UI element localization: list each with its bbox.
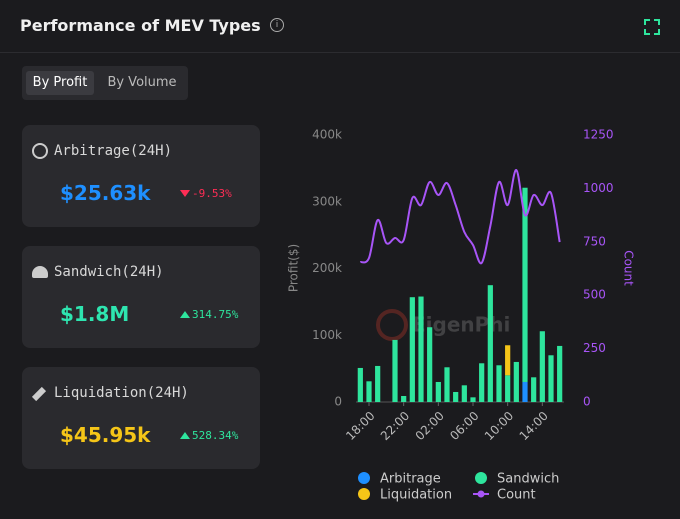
count-line (359, 169, 561, 265)
bar (539, 331, 545, 402)
stat-card: Sandwich(24H) $1.8M 314.75% (22, 246, 260, 348)
bar (366, 381, 372, 402)
expand-icon[interactable] (644, 19, 660, 35)
bar (461, 385, 467, 402)
bar (522, 381, 528, 402)
tab[interactable]: By Profit (26, 71, 94, 95)
card-label: Arbitrage(24H) (54, 143, 173, 159)
stat-card: Arbitrage(24H) $25.63k -9.53% (22, 125, 260, 227)
down-arrow (180, 190, 190, 197)
bar (357, 367, 363, 402)
x-tick-label: 02:00 (413, 409, 447, 443)
bar (479, 363, 485, 402)
up-arrow (180, 311, 190, 318)
legend-label: Arbitrage (380, 472, 441, 487)
y-tick-label: 300k (312, 194, 342, 208)
legend-label: Sandwich (497, 472, 559, 487)
icon (32, 143, 48, 159)
y2-tick-label: 1250 (583, 128, 614, 142)
card-change: 528.34% (192, 429, 239, 442)
x-tick-label: 14:00 (517, 409, 551, 443)
card-change: 314.75% (192, 308, 239, 321)
bar (401, 395, 407, 402)
card-value: $1.8M (60, 302, 130, 326)
legend-label: Count (497, 488, 536, 503)
bar (435, 381, 441, 402)
y-axis-label: Profit($) (287, 244, 301, 292)
bar (418, 296, 424, 402)
y2-tick-label: 0 (583, 395, 591, 409)
y2-tick-label: 250 (583, 341, 606, 355)
y-tick-label: 0 (334, 395, 342, 409)
card-label: Sandwich(24H) (54, 264, 164, 280)
bar (513, 361, 519, 402)
card-value: $25.63k (60, 181, 151, 205)
bar (505, 375, 511, 402)
bar (470, 397, 476, 402)
card-change: -9.53% (192, 187, 232, 200)
stat-card: Liquidation(24H) $45.95k 528.34% (22, 367, 260, 469)
y2-tick-label: 500 (583, 288, 606, 302)
watermark: EigenPhi (412, 313, 510, 337)
y-tick-label: 100k (312, 328, 342, 342)
y2-axis-label: Count (622, 250, 636, 286)
legend-dot (475, 472, 487, 484)
tab[interactable]: By Volume (107, 75, 177, 90)
y2-tick-label: 750 (583, 234, 606, 248)
bar (496, 365, 502, 402)
y-tick-label: 200k (312, 261, 342, 275)
info-icon[interactable]: i (270, 18, 284, 32)
bar (548, 355, 554, 402)
bar (557, 345, 563, 402)
bar (375, 365, 381, 402)
bar (444, 367, 450, 402)
tab-bar: By Profit By Volume (22, 66, 188, 100)
watermark-logo (376, 309, 408, 341)
up-arrow (180, 432, 190, 439)
panel-title: Performance of MEV Types (20, 16, 261, 35)
bar (392, 339, 398, 402)
x-tick-label: 18:00 (343, 409, 377, 443)
bar (409, 297, 415, 402)
bar (427, 327, 433, 402)
divider (0, 52, 680, 53)
x-tick-label: 06:00 (447, 409, 481, 443)
legend-dot (358, 472, 370, 484)
bar (522, 187, 528, 382)
legend-label: Liquidation (380, 488, 452, 503)
legend-dot (477, 490, 485, 498)
card-label: Liquidation(24H) (54, 385, 189, 401)
y2-tick-label: 1000 (583, 181, 614, 195)
legend-dot (358, 488, 370, 500)
card-value: $45.95k (60, 423, 151, 447)
icon (32, 266, 48, 278)
bar (453, 391, 459, 402)
bar (531, 377, 537, 402)
x-tick-label: 10:00 (482, 409, 516, 443)
bar (505, 345, 511, 376)
x-tick-label: 22:00 (378, 409, 412, 443)
y-tick-label: 400k (312, 128, 342, 142)
bar (487, 285, 493, 402)
